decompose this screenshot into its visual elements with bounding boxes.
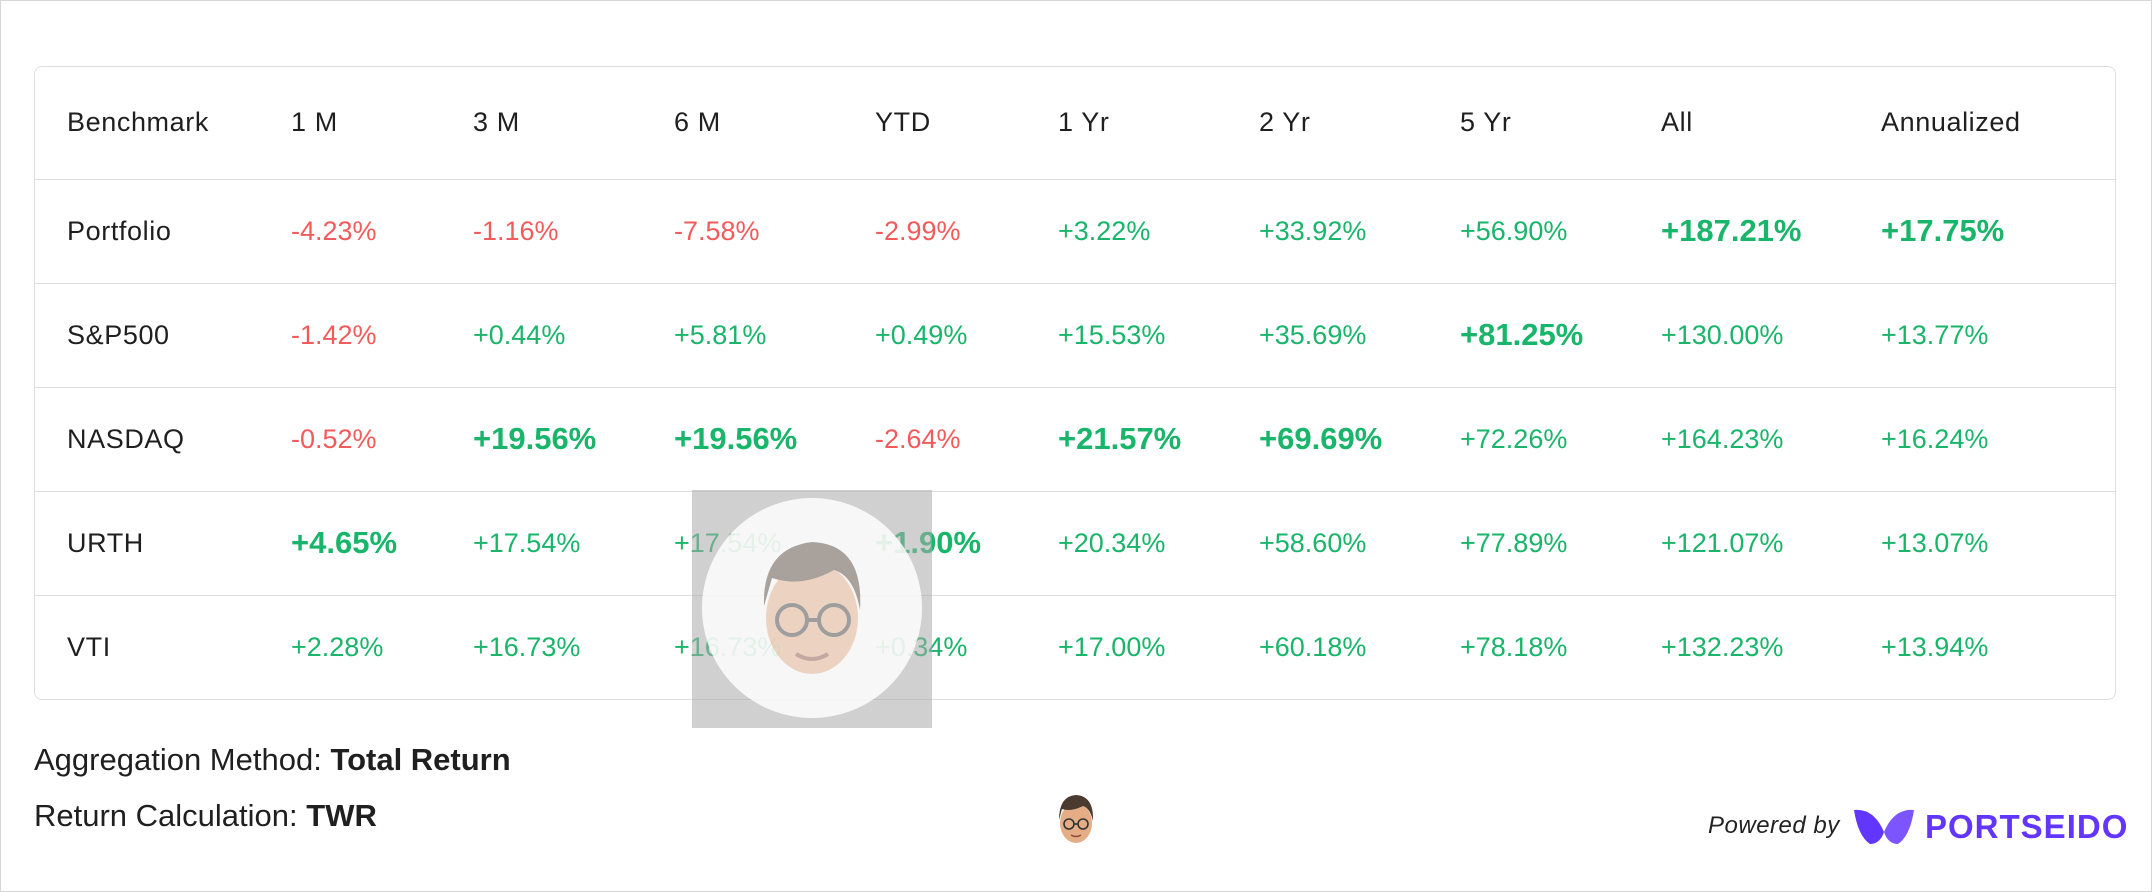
benchmark-name: VTI	[67, 631, 111, 662]
return-value-cell: -2.64%	[875, 423, 961, 454]
column-header: 1 Yr	[1058, 107, 1110, 138]
return-value-cell: +121.07%	[1661, 527, 1784, 558]
portseido-brand-link[interactable]: PORTSEIDO	[1925, 808, 2129, 845]
benchmark-table-card: Benchmark 1 M 3 M 6 M YTD 1 Yr 2 Yr 5 Yr All Annu…	[34, 66, 2116, 700]
return-value-cell: +77.89%	[1460, 527, 1568, 558]
column-header: 1 M	[291, 107, 338, 138]
return-value-cell: -0.52%	[291, 423, 377, 454]
return-value-cell: +0.44%	[473, 319, 566, 350]
return-value-cell: +60.18%	[1259, 631, 1367, 662]
aggregation-method-label: Aggregation Method:	[34, 742, 322, 777]
benchmark-table: Benchmark 1 M 3 M 6 M YTD 1 Yr 2 Yr 5 Yr All Annu…	[35, 67, 2115, 699]
avatar-overlay[interactable]	[692, 490, 932, 728]
return-calculation-value: TWR	[306, 798, 377, 833]
return-value-cell: +3.22%	[1058, 215, 1151, 246]
aggregation-method-value: Total Return	[330, 742, 511, 777]
footer-avatar-icon	[1059, 795, 1094, 843]
avatar-icon	[763, 542, 861, 674]
return-value-cell: +13.94%	[1881, 631, 1989, 662]
table-row: S&P500 -1.42% +0.44% +5.81% +0.49% +15.53% +35…	[35, 283, 2115, 387]
portseido-leaf-logo-icon[interactable]	[1852, 806, 1916, 846]
return-value-cell: +58.60%	[1259, 527, 1367, 558]
return-calculation-line: Return Calculation: TWR	[34, 798, 377, 834]
column-header: 3 M	[473, 107, 520, 138]
return-value-cell: +20.34%	[1058, 527, 1166, 558]
return-value-cell: +4.65%	[291, 525, 398, 560]
return-value-cell: +78.18%	[1460, 631, 1568, 662]
return-value-cell: +33.92%	[1259, 215, 1367, 246]
return-value-cell: +13.77%	[1881, 319, 1989, 350]
return-value-cell: +17.75%	[1881, 213, 2005, 248]
return-value-cell: +13.07%	[1881, 527, 1989, 558]
column-header: 2 Yr	[1259, 107, 1311, 138]
return-value-cell: +35.69%	[1259, 319, 1367, 350]
column-header: Annualized	[1881, 107, 2021, 138]
return-value-cell: +16.24%	[1881, 423, 1989, 454]
table-body: Portfolio -4.23% -1.16% -7.58% -2.99% +3.22% +…	[35, 179, 2115, 699]
return-value-cell: +132.23%	[1661, 631, 1784, 662]
return-value-cell: +5.81%	[674, 319, 767, 350]
aggregation-method-line: Aggregation Method: Total Return	[34, 742, 511, 778]
return-value-cell: -1.42%	[291, 319, 377, 350]
column-header: 6 M	[674, 107, 721, 138]
return-value-cell: +19.56%	[473, 421, 597, 456]
avatar-overlay-circle	[702, 498, 922, 718]
return-value-cell: +21.57%	[1058, 421, 1182, 456]
return-value-cell: +16.73%	[473, 631, 581, 662]
table-row: VTI+2.28%+16.73%+16.73%+0.34%+17.00%+60.…	[35, 595, 2115, 699]
return-value-cell: +2.28%	[291, 631, 384, 662]
return-value-cell: +17.00%	[1058, 631, 1166, 662]
column-header-benchmark: Benchmark	[67, 107, 209, 138]
table-row: NASDAQ -0.52% +19.56% +19.56% -2.64% +21.57% +…	[35, 387, 2115, 491]
return-value-cell: +81.25%	[1460, 317, 1584, 352]
table-header-row: Benchmark 1 M 3 M 6 M YTD 1 Yr 2 Yr 5 Yr All Annu…	[35, 67, 2115, 179]
return-value-cell: +164.23%	[1661, 423, 1784, 454]
return-value-cell: +15.53%	[1058, 319, 1166, 350]
return-value-cell: +72.26%	[1460, 423, 1568, 454]
return-value-cell: +187.21%	[1661, 213, 1802, 248]
benchmark-name: URTH	[67, 527, 144, 558]
column-header: 5 Yr	[1460, 107, 1512, 138]
table-row: Portfolio -4.23% -1.16% -7.58% -2.99% +3.22% +…	[35, 179, 2115, 283]
return-value-cell: -1.16%	[473, 215, 559, 246]
return-value-cell: +17.54%	[473, 527, 581, 558]
return-value-cell: +69.69%	[1259, 421, 1383, 456]
return-value-cell: +0.49%	[875, 319, 968, 350]
return-value-cell: +56.90%	[1460, 215, 1568, 246]
column-header: YTD	[875, 107, 931, 138]
return-value-cell: +19.56%	[674, 421, 798, 456]
benchmark-name: S&P500	[67, 319, 170, 350]
return-value-cell: +130.00%	[1661, 319, 1784, 350]
return-value-cell: -4.23%	[291, 215, 377, 246]
benchmark-name: NASDAQ	[67, 423, 185, 454]
column-header: All	[1661, 107, 1693, 138]
table-row: URTH+4.65%+17.54%+17.54%+1.90%+20.34%+58…	[35, 491, 2115, 595]
powered-by-label: Powered by	[1708, 812, 1840, 839]
return-value-cell: -2.99%	[875, 215, 961, 246]
return-calculation-label: Return Calculation:	[34, 798, 298, 833]
benchmark-name: Portfolio	[67, 215, 172, 246]
return-value-cell: -7.58%	[674, 215, 760, 246]
